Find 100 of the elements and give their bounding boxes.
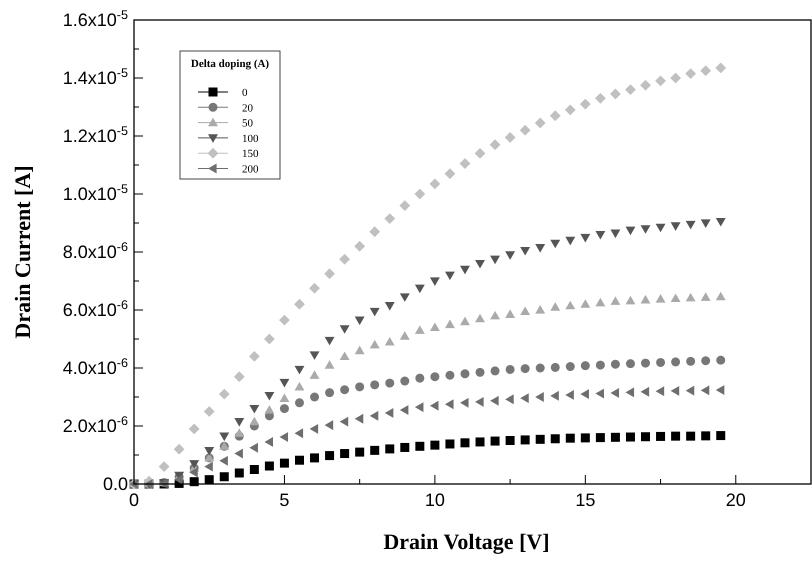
point — [641, 432, 650, 442]
point — [399, 200, 410, 211]
point — [370, 446, 380, 455]
point — [234, 468, 244, 478]
point — [475, 396, 484, 407]
point — [595, 231, 606, 240]
point — [701, 356, 710, 366]
point — [384, 336, 395, 346]
point — [550, 240, 560, 248]
y-tick-label: 1.6x10$^{-5}$ — [62, 8, 128, 30]
point — [294, 382, 304, 390]
legend-label: 150 — [242, 148, 259, 160]
point — [294, 398, 304, 408]
point — [550, 434, 560, 444]
point — [204, 462, 213, 472]
point — [656, 294, 666, 303]
x-tick-label: 0 — [128, 490, 140, 510]
point — [535, 305, 546, 314]
point — [626, 359, 635, 368]
point — [370, 410, 378, 421]
point — [640, 225, 650, 234]
point — [596, 433, 605, 442]
y-tick-label: 4.0x10$^{-6}$ — [62, 356, 128, 378]
point — [174, 444, 185, 455]
point — [686, 292, 696, 302]
point — [460, 438, 470, 448]
point — [595, 388, 604, 398]
point — [280, 404, 289, 414]
point — [625, 84, 636, 95]
point — [310, 351, 320, 360]
point — [324, 360, 335, 369]
point — [686, 432, 696, 441]
point — [490, 366, 500, 376]
point — [685, 68, 696, 80]
y-tick-label: 1.0x10$^{-5}$ — [62, 182, 128, 204]
x-tick-label: 5 — [279, 490, 290, 510]
point — [384, 213, 396, 224]
point — [355, 448, 364, 457]
point — [626, 432, 635, 442]
point — [686, 220, 696, 230]
point — [264, 462, 274, 471]
point — [476, 368, 485, 377]
point — [505, 251, 516, 260]
point — [700, 65, 712, 76]
point — [700, 219, 711, 228]
point — [218, 388, 230, 400]
point — [716, 356, 726, 365]
point — [340, 325, 350, 334]
point — [384, 408, 394, 418]
point — [520, 246, 530, 256]
point — [264, 334, 275, 344]
point — [566, 362, 575, 372]
point — [594, 92, 606, 104]
point — [400, 442, 410, 452]
point — [234, 448, 243, 458]
point — [610, 432, 620, 442]
point — [189, 460, 200, 469]
x-tick-label: 10 — [424, 490, 445, 510]
point — [234, 371, 245, 382]
point — [460, 369, 470, 378]
point — [686, 386, 694, 396]
point — [640, 386, 650, 397]
point — [400, 331, 410, 340]
point — [325, 451, 334, 460]
point — [460, 316, 470, 326]
point — [504, 132, 516, 143]
point — [354, 316, 365, 326]
point — [626, 296, 636, 304]
point — [310, 392, 320, 402]
point — [655, 76, 666, 86]
point — [671, 357, 680, 366]
point — [580, 389, 589, 400]
point — [686, 356, 696, 366]
point — [610, 388, 620, 398]
point — [671, 432, 680, 441]
point — [174, 474, 183, 485]
point — [430, 322, 440, 331]
point — [505, 309, 516, 318]
point — [700, 385, 710, 396]
point — [505, 394, 514, 404]
point — [340, 416, 348, 427]
point — [248, 351, 260, 362]
point — [264, 392, 274, 400]
point — [325, 388, 334, 398]
point — [294, 366, 304, 374]
y-tick-label: 2.0x10$^{-6}$ — [62, 414, 128, 436]
point — [249, 442, 258, 453]
point — [716, 218, 726, 226]
point — [626, 226, 636, 236]
y-tick-label: 8.0x10$^{-6}$ — [62, 240, 128, 262]
y-tick-label: 6.0x10$^{-6}$ — [62, 298, 128, 320]
point — [490, 310, 500, 320]
y-tick-label: 0.0 — [102, 474, 128, 494]
x-tick-label: 15 — [575, 490, 596, 510]
point — [534, 118, 546, 128]
point — [550, 390, 559, 401]
point — [626, 387, 634, 398]
point — [340, 449, 350, 458]
legend-title: Delta doping (A) — [190, 58, 270, 70]
point — [220, 472, 229, 482]
